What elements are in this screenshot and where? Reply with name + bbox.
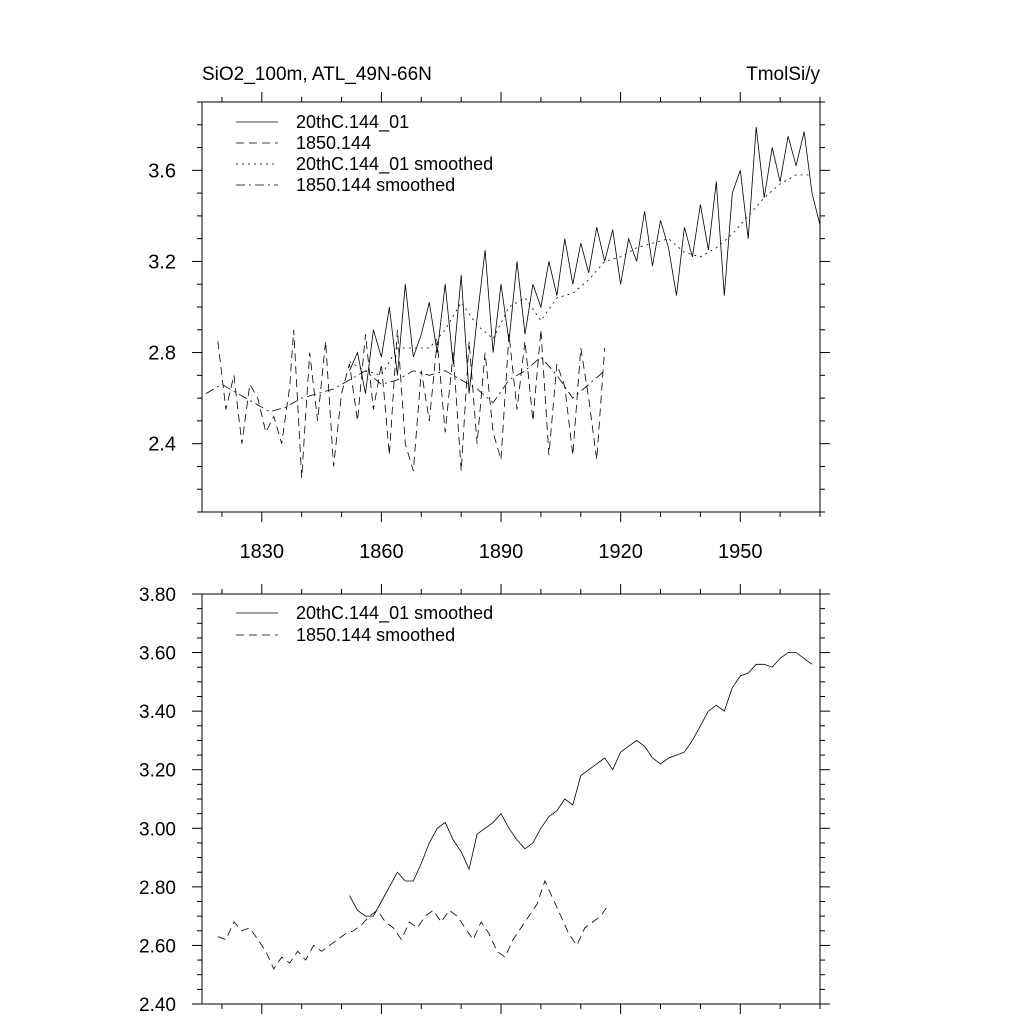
series-line-0 — [349, 127, 820, 394]
x-tick-label: 1830 — [240, 541, 285, 563]
chart-title-right: TmolSi/y — [746, 64, 820, 85]
plot-frame — [201, 593, 821, 1005]
legend-label: 1850.144 smoothed — [296, 175, 455, 195]
y-tick-label: 2.4 — [148, 434, 176, 456]
top-panel: SiO2_100m, ATL_49N-66N TmolSi/y 1830 1860 18… — [148, 64, 830, 563]
series-line-1 — [217, 879, 610, 970]
x-tick-label: 1950 — [718, 541, 763, 563]
series-line-1 — [217, 329, 606, 478]
y-tick-label: 3.80 — [139, 585, 176, 606]
y-tick-label: 3.60 — [139, 644, 176, 665]
y-tick-label: 2.8 — [148, 343, 176, 365]
bottom-panel: 2.40 2.60 2.80 3.00 3.20 3.40 3.60 3.80 20thC.14… — [139, 584, 830, 1016]
legend-label: 20thC.144_01 smoothed — [296, 154, 493, 175]
series-line-0 — [349, 652, 813, 917]
y-tick-label: 3.00 — [139, 819, 176, 840]
series-line-2 — [349, 174, 812, 376]
legend-label: 20thC.144_01 — [296, 112, 409, 133]
series-line-3 — [205, 356, 605, 413]
legend-label: 1850.144 — [296, 133, 371, 153]
legend-label: 20thC.144_01 smoothed — [296, 603, 493, 624]
y-tick-label: 2.60 — [139, 936, 176, 957]
x-tick-label: 1860 — [359, 541, 404, 563]
plot-frame — [201, 101, 821, 513]
y-tick-label: 3.40 — [139, 702, 176, 723]
y-tick-label: 2.40 — [139, 995, 176, 1016]
chart-title-left: SiO2_100m, ATL_49N-66N — [202, 64, 432, 85]
legend-label: 1850.144 smoothed — [296, 625, 455, 645]
x-tick-label: 1890 — [479, 541, 524, 563]
y-tick-label: 2.80 — [139, 878, 176, 899]
x-tick-label: 1920 — [598, 541, 643, 563]
y-tick-label: 3.20 — [139, 761, 176, 782]
y-tick-label: 3.6 — [148, 160, 176, 182]
y-tick-label: 3.2 — [148, 251, 176, 273]
